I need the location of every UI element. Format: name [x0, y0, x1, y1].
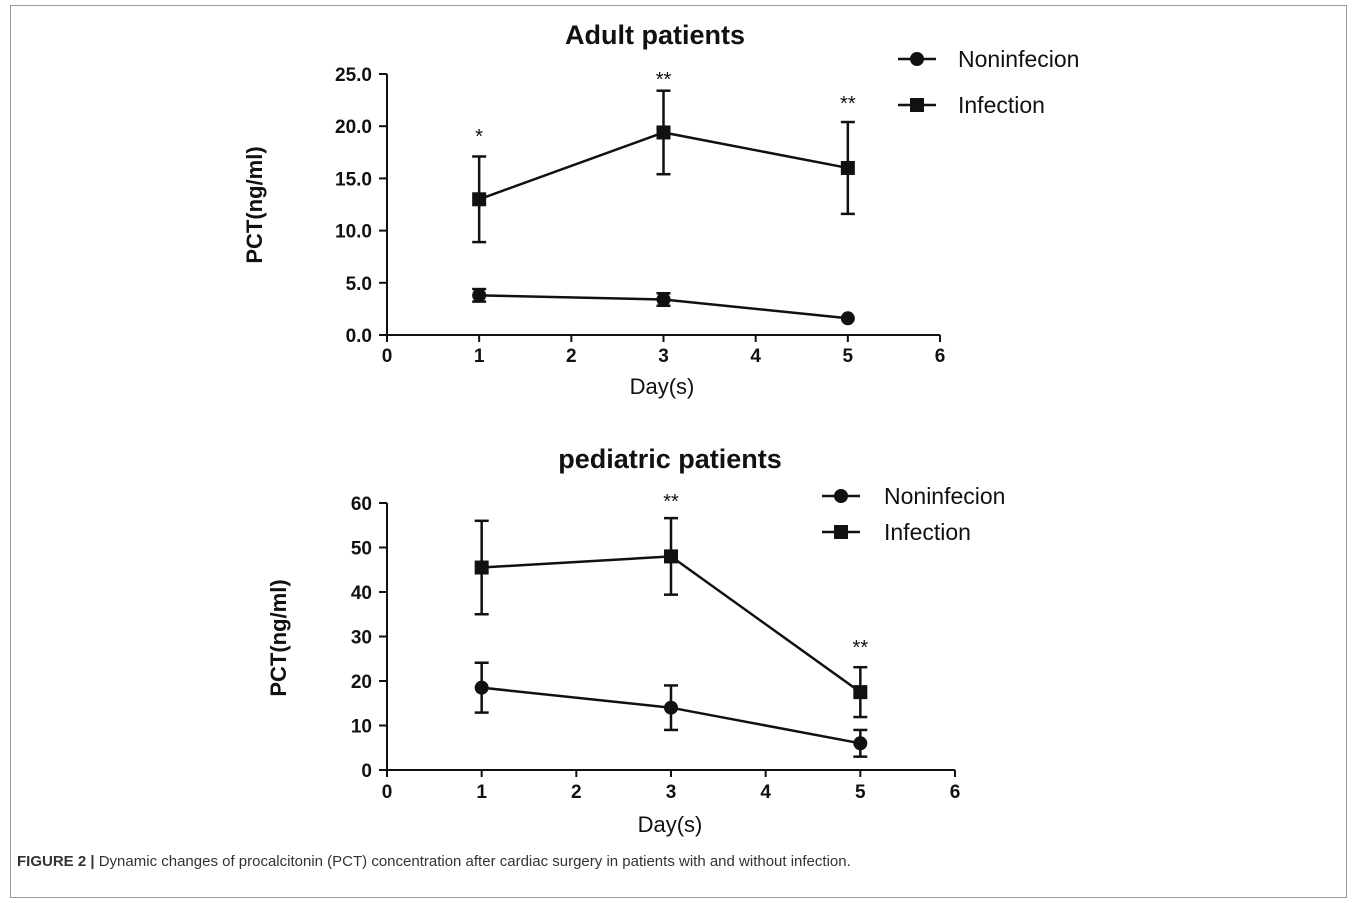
data-point-noninfecion — [474, 680, 489, 695]
x-tick-label: 6 — [935, 346, 946, 367]
y-tick-label: 20 — [351, 672, 372, 693]
chart-title: pediatric patients — [558, 444, 782, 474]
y-axis-label: PCT(ng/ml) — [242, 146, 267, 263]
legend-label: Infection — [958, 92, 1045, 118]
y-tick-label: 5.0 — [346, 274, 372, 295]
x-tick-label: 1 — [476, 782, 487, 803]
legend-marker-circle — [834, 489, 848, 503]
significance-mark: ** — [840, 93, 856, 115]
x-tick-label: 5 — [843, 346, 854, 367]
x-tick-label: 6 — [950, 782, 961, 803]
legend-marker-square — [834, 525, 848, 539]
data-point-noninfecion — [656, 292, 671, 307]
x-tick-label: 4 — [750, 346, 761, 367]
x-tick-label: 1 — [474, 346, 485, 367]
y-tick-label: 10.0 — [335, 222, 372, 243]
x-tick-label: 4 — [760, 782, 771, 803]
y-tick-label: 0.0 — [346, 326, 372, 347]
x-axis-label: Day(s) — [630, 374, 695, 399]
data-point-infection — [664, 549, 678, 564]
legend-marker-circle — [910, 52, 924, 66]
data-point-noninfecion — [472, 288, 487, 303]
y-tick-label: 15.0 — [335, 169, 372, 190]
y-tick-label: 60 — [351, 494, 372, 515]
x-axis-label: Day(s) — [638, 812, 703, 837]
x-tick-label: 5 — [855, 782, 866, 803]
y-tick-label: 40 — [351, 583, 372, 604]
significance-mark: ** — [656, 69, 672, 91]
x-tick-label: 2 — [571, 782, 582, 803]
y-axis-label: PCT(ng/ml) — [266, 579, 291, 696]
caption-text: Dynamic changes of procalcitonin (PCT) c… — [98, 853, 851, 870]
significance-mark: * — [475, 126, 483, 148]
chart-title: Adult patients — [565, 20, 745, 50]
y-tick-label: 0 — [361, 761, 372, 782]
x-tick-label: 3 — [658, 346, 669, 367]
x-tick-label: 2 — [566, 346, 577, 367]
x-tick-label: 3 — [666, 782, 677, 803]
x-tick-label: 0 — [382, 782, 393, 803]
caption-label: FIGURE 2 | — [17, 853, 95, 870]
y-tick-label: 30 — [351, 628, 372, 649]
data-point-noninfecion — [853, 736, 868, 751]
data-point-infection — [853, 685, 868, 700]
data-point-infection — [472, 192, 487, 207]
legend-marker-square — [910, 98, 924, 112]
figure-frame — [10, 5, 1347, 898]
x-tick-label: 0 — [382, 346, 393, 367]
data-point-noninfecion — [664, 700, 678, 715]
legend-label: Noninfecion — [884, 483, 1005, 509]
y-tick-label: 10 — [351, 717, 372, 738]
data-point-noninfecion — [840, 311, 855, 326]
y-tick-label: 20.0 — [335, 117, 372, 138]
significance-mark: ** — [853, 637, 869, 659]
significance-mark: ** — [663, 491, 679, 513]
data-point-infection — [656, 125, 671, 140]
chart-1: Adult patients 0 1 2 3 4 5 6 0.0 5.0 10.0 15.0 20.0 2… — [242, 20, 1079, 399]
data-point-infection — [840, 160, 855, 175]
legend-label: Noninfecion — [958, 46, 1079, 72]
legend-label: Infection — [884, 519, 971, 545]
figure-caption: FIGURE 2 | Dynamic changes of procalcito… — [17, 853, 851, 870]
y-tick-label: 25.0 — [335, 65, 372, 86]
data-point-infection — [474, 560, 489, 575]
y-tick-label: 50 — [351, 539, 372, 560]
